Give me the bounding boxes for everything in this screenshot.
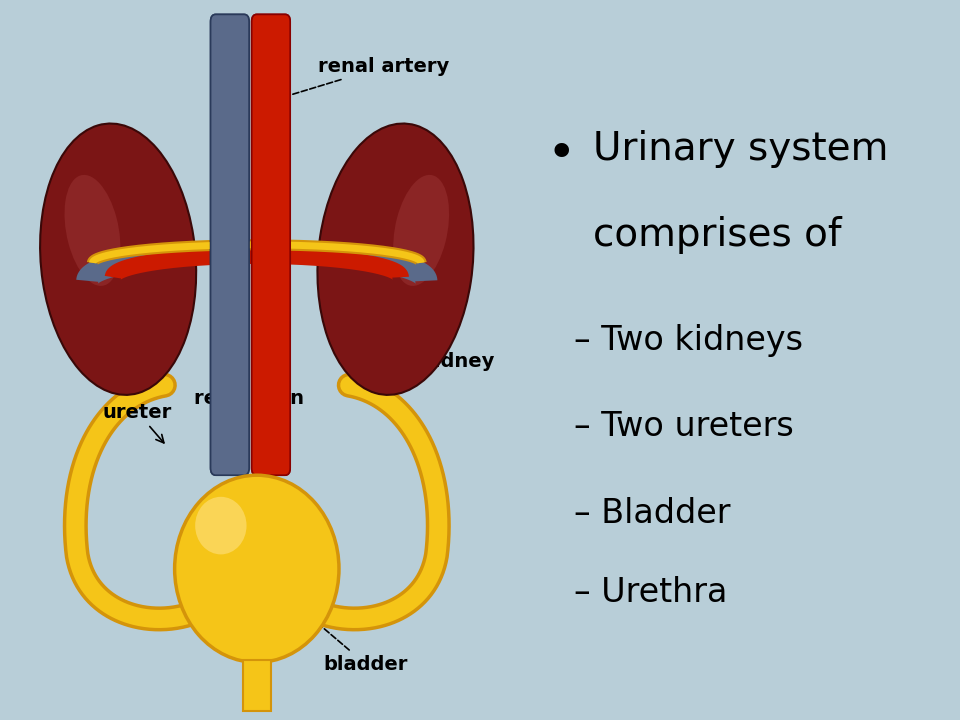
Text: renal vein: renal vein xyxy=(194,389,304,408)
FancyBboxPatch shape xyxy=(252,14,290,475)
Ellipse shape xyxy=(318,124,473,395)
Text: ureter: ureter xyxy=(103,402,172,443)
Text: kidney: kidney xyxy=(414,299,494,372)
Text: comprises of: comprises of xyxy=(593,216,842,254)
Text: – Two kidneys: – Two kidneys xyxy=(574,324,804,357)
Ellipse shape xyxy=(394,175,449,286)
Text: – Urethra: – Urethra xyxy=(574,576,728,609)
Text: •: • xyxy=(546,130,576,178)
Text: renal artery: renal artery xyxy=(276,57,449,101)
FancyBboxPatch shape xyxy=(243,660,271,711)
Ellipse shape xyxy=(195,497,247,554)
Text: – Bladder: – Bladder xyxy=(574,497,731,530)
FancyBboxPatch shape xyxy=(252,14,290,475)
Ellipse shape xyxy=(175,475,339,662)
Text: Urinary system: Urinary system xyxy=(593,130,888,168)
FancyBboxPatch shape xyxy=(210,14,249,475)
FancyBboxPatch shape xyxy=(210,14,249,475)
Ellipse shape xyxy=(64,175,120,286)
Text: – Two ureters: – Two ureters xyxy=(574,410,794,444)
Ellipse shape xyxy=(40,124,196,395)
Text: bladder: bladder xyxy=(291,600,408,674)
